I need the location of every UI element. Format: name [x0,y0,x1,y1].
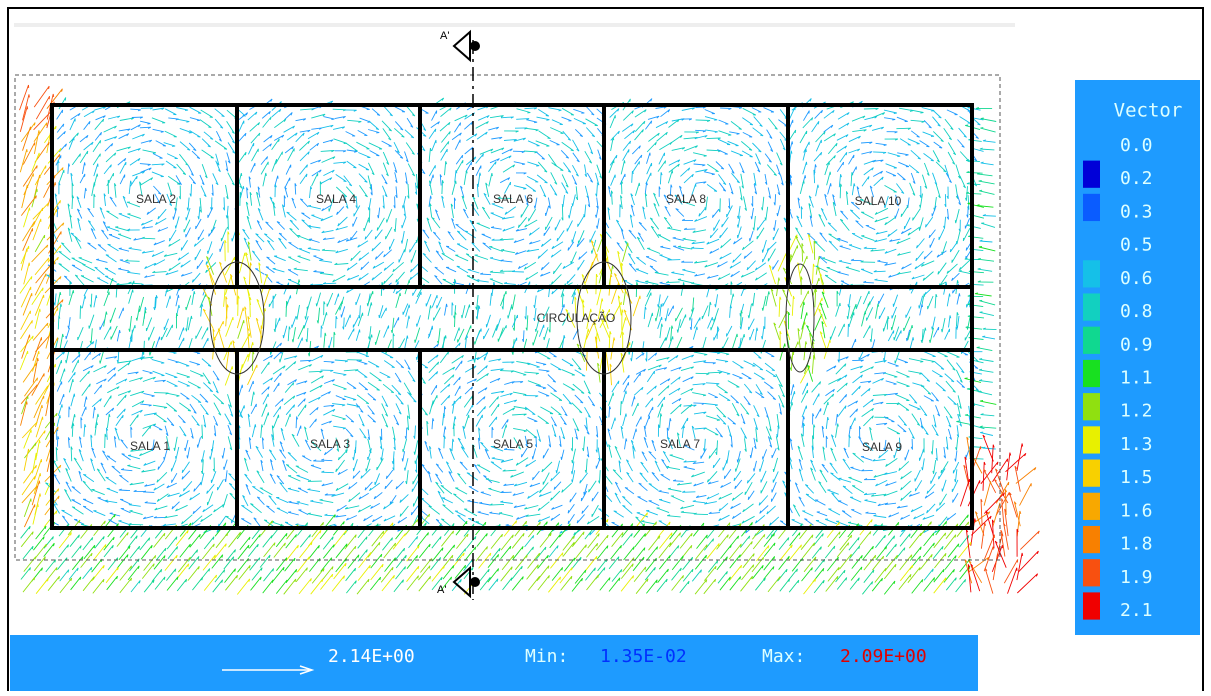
section-label: A' [440,30,449,42]
legend-label: 0.8 [1120,301,1153,322]
section-marker-dot [470,41,480,51]
legend-label: 2.1 [1120,600,1153,621]
legend-swatch [1083,293,1100,320]
room-label: SALA 6 [493,192,533,206]
corridor-label: CIRCULAÇÃO [537,311,616,325]
max-value: 2.09E+00 [840,646,927,667]
section-marker-dot [470,577,480,587]
legend-label: 0.3 [1120,201,1153,222]
legend-swatch [1083,460,1100,487]
legend-label: 0.2 [1120,168,1153,189]
section-label: A' [437,584,446,596]
legend-swatch [1083,194,1100,221]
legend-swatch [1083,360,1100,387]
room-label: SALA 10 [855,194,902,208]
room-label: SALA 8 [666,192,706,206]
room-label: SALA 1 [130,439,170,453]
legend-label: 0.0 [1120,135,1153,156]
legend-swatch [1083,260,1100,287]
legend-label: 1.2 [1120,401,1153,422]
legend-label: 1.9 [1120,567,1153,588]
screen: A' A' SALA 1 SALA 2 SALA 3 SALA 4 SALA 5… [0,0,1211,691]
status-bar [10,635,978,691]
legend-swatch [1083,559,1100,586]
legend-swatch [1083,526,1100,553]
legend-swatch [1083,592,1100,619]
min-value: 1.35E-02 [600,646,687,667]
legend-label: 1.6 [1120,500,1153,521]
legend-swatch [1083,426,1100,453]
legend-title: Vector [1114,100,1183,122]
room-label: SALA 5 [493,437,533,451]
room-label: SALA 3 [310,437,350,451]
legend-label: 0.6 [1120,268,1153,289]
legend-swatch [1083,161,1100,188]
legend-label: 0.5 [1120,235,1153,256]
legend-swatch [1083,393,1100,420]
max-label: Max: [762,646,805,667]
reference-value: 2.14E+00 [328,646,415,667]
room-label: SALA 2 [136,192,176,206]
legend-label: 1.3 [1120,434,1153,455]
legend-label: 1.5 [1120,467,1153,488]
legend-label: 1.1 [1120,368,1153,389]
legend-swatch [1083,493,1100,520]
legend-label: 1.8 [1120,534,1153,555]
room-label: SALA 7 [660,437,700,451]
legend-swatch [1083,327,1100,354]
legend-swatch [1083,227,1100,254]
room-label: SALA 9 [862,440,902,454]
room-label: SALA 4 [316,192,356,206]
min-label: Min: [525,646,568,667]
legend-label: 0.9 [1120,334,1153,355]
